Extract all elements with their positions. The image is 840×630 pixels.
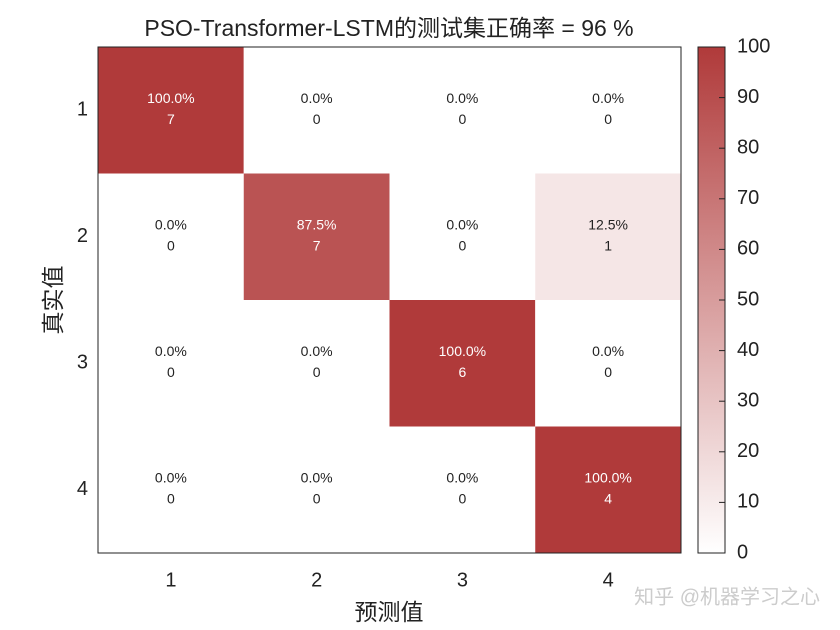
heatmap-cell bbox=[98, 300, 244, 427]
heatmap-cell bbox=[243, 47, 390, 174]
cell-percent: 100.0% bbox=[439, 343, 486, 359]
cell-percent: 0.0% bbox=[446, 216, 478, 232]
x-tick-label: 2 bbox=[311, 569, 322, 591]
plot-border bbox=[97, 46, 682, 554]
cell-count: 6 bbox=[458, 364, 466, 380]
colorbar-tick-label: 70 bbox=[737, 187, 759, 209]
colorbar-tick-label: 100 bbox=[737, 35, 770, 57]
cell-percent: 0.0% bbox=[592, 90, 624, 106]
colorbar-tick-label: 20 bbox=[737, 440, 759, 462]
heatmap-cell bbox=[243, 300, 390, 427]
cell-percent: 100.0% bbox=[584, 469, 631, 485]
heatmap-cell bbox=[243, 426, 390, 553]
cell-percent: 0.0% bbox=[155, 343, 187, 359]
cell-percent: 0.0% bbox=[155, 216, 187, 232]
cell-count: 0 bbox=[458, 111, 466, 127]
heatmap-cell bbox=[98, 426, 244, 553]
colorbar-tick-label: 80 bbox=[737, 136, 759, 158]
y-axis-label: 真实值 bbox=[41, 266, 67, 335]
cell-count: 0 bbox=[604, 111, 612, 127]
heatmap-cell bbox=[535, 300, 681, 427]
heatmap-cell bbox=[389, 47, 536, 174]
cell-percent: 0.0% bbox=[446, 469, 478, 485]
y-tick-label: 1 bbox=[77, 99, 88, 121]
heatmap-cell bbox=[243, 173, 390, 300]
cell-percent: 87.5% bbox=[297, 216, 337, 232]
colorbar-tick-label: 40 bbox=[737, 339, 759, 361]
cell-count: 0 bbox=[313, 364, 321, 380]
heatmap-cell bbox=[98, 47, 244, 174]
cell-percent: 0.0% bbox=[301, 343, 333, 359]
cell-count: 7 bbox=[313, 237, 321, 253]
heatmap-cell bbox=[389, 426, 536, 553]
cell-percent: 100.0% bbox=[147, 90, 194, 106]
colorbar-tick-label: 10 bbox=[737, 491, 759, 513]
cell-count: 0 bbox=[604, 364, 612, 380]
heatmap-cell bbox=[535, 47, 681, 174]
y-tick-label: 4 bbox=[77, 478, 88, 500]
colorbar-tick-label: 50 bbox=[737, 288, 759, 310]
cell-percent: 0.0% bbox=[301, 90, 333, 106]
cell-percent: 0.0% bbox=[155, 469, 187, 485]
y-tick-label: 3 bbox=[77, 352, 88, 374]
cell-count: 0 bbox=[167, 364, 175, 380]
heatmap-cell bbox=[98, 173, 244, 300]
y-tick-label: 2 bbox=[77, 225, 88, 247]
colorbar-tick-label: 60 bbox=[737, 238, 759, 260]
colorbar-tick-label: 0 bbox=[737, 541, 748, 563]
cell-count: 0 bbox=[458, 490, 466, 506]
x-tick-label: 1 bbox=[165, 569, 176, 591]
cell-count: 0 bbox=[313, 111, 321, 127]
cell-percent: 0.0% bbox=[301, 469, 333, 485]
watermark: 知乎 @机器学习之心 bbox=[634, 585, 820, 608]
cell-percent: 12.5% bbox=[588, 216, 628, 232]
cell-count: 1 bbox=[604, 237, 612, 253]
x-axis-label: 预测值 bbox=[355, 600, 424, 626]
cell-count: 0 bbox=[313, 490, 321, 506]
heatmap-cell bbox=[389, 300, 536, 427]
x-tick-label: 3 bbox=[457, 569, 468, 591]
cell-count: 4 bbox=[604, 490, 612, 506]
heatmap-cell bbox=[535, 426, 681, 553]
chart-title: PSO-Transformer-LSTM的测试集正确率 = 96 % bbox=[144, 15, 633, 41]
heatmap-cell bbox=[535, 173, 681, 300]
x-tick-label: 4 bbox=[603, 569, 614, 591]
cell-count: 0 bbox=[458, 237, 466, 253]
cell-count: 0 bbox=[167, 237, 175, 253]
cell-count: 7 bbox=[167, 111, 175, 127]
cell-count: 0 bbox=[167, 490, 175, 506]
colorbar-tick-label: 30 bbox=[737, 389, 759, 411]
cell-percent: 0.0% bbox=[592, 343, 624, 359]
cell-percent: 0.0% bbox=[446, 90, 478, 106]
colorbar-tick-label: 90 bbox=[737, 86, 759, 108]
heatmap-cell bbox=[389, 173, 536, 300]
